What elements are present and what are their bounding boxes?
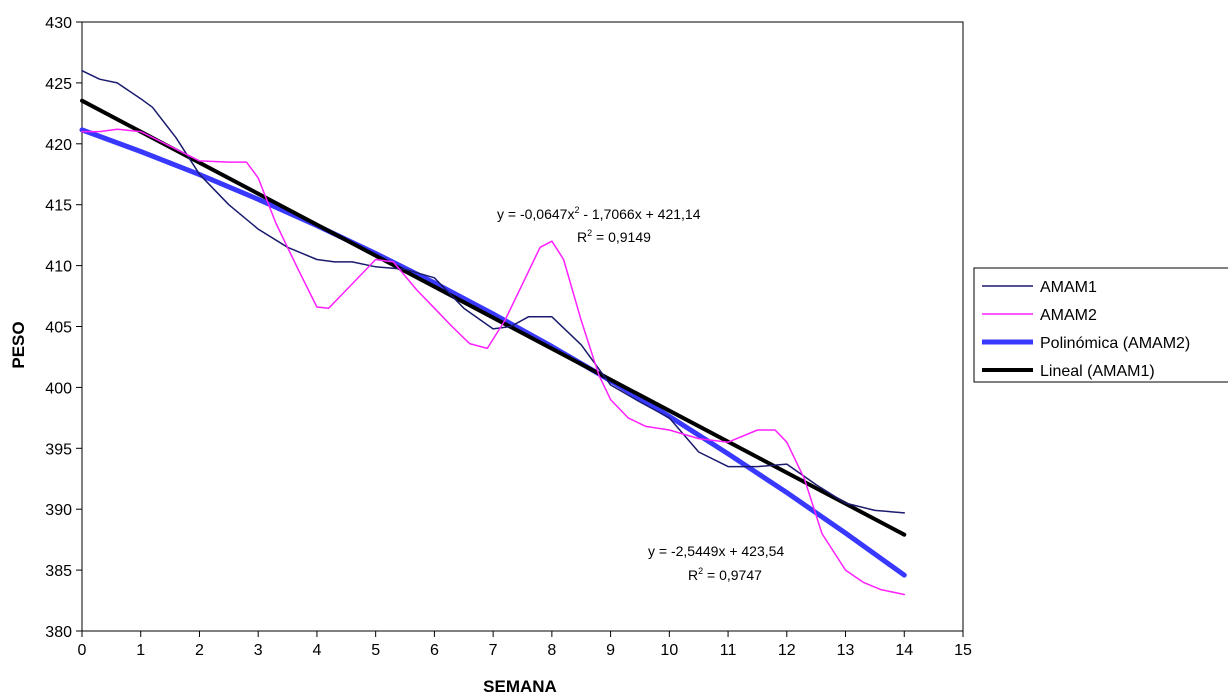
x-axis-title: SEMANA [483,677,557,695]
x-tick-label: 3 [254,642,263,659]
r2a-value: = 0,9149 [592,229,651,245]
legend-box [973,267,1228,383]
r2a-sup: 2 [587,228,592,238]
r2-linear: R2 = 0,9747 [688,566,762,583]
r2b-value: = 0,9747 [703,567,762,583]
x-tick-label: 1 [136,642,145,659]
x-tick-label: 15 [954,642,972,659]
y-tick-label: 430 [45,15,72,32]
x-tick-label: 8 [547,642,556,659]
x-tick-label: 9 [606,642,615,659]
legend: AMAM1 AMAM2 Polinómica (AMAM2) Lineal (AMAM… [973,267,1228,383]
x-tick-label: 12 [778,642,796,659]
plot-area [81,21,964,632]
series-line-4 [80,98,907,537]
x-tick-label: 13 [837,642,855,659]
y-tick-label: 415 [45,198,72,215]
x-tick-label: 6 [430,642,439,659]
series-line-1 [81,69,906,514]
r2b-label: R [688,567,698,583]
legend-label: AMAM2 [1040,307,1097,324]
x-tick-label: 14 [895,642,913,659]
y-tick-label: 380 [45,624,72,641]
equation-linear: y = -2,5449x + 423,54 [648,543,784,559]
y-tick-label: 410 [45,259,72,276]
x-tick-label: 7 [489,642,498,659]
x-tick-label: 5 [371,642,380,659]
x-tick-label: 0 [78,642,87,659]
y-tick-label: 385 [45,563,72,580]
legend-label: Lineal (AMAM1) [1040,363,1155,380]
series-layer [79,69,907,596]
r2-polynomial: R2 = 0,9149 [577,228,651,245]
x-tick-label: 2 [195,642,204,659]
eq1-part-b: - 1,7066x + 421,14 [579,206,700,222]
y-tick-label: 400 [45,380,72,397]
x-axis: 0 1 2 3 4 5 6 7 8 9 10 11 12 13 14 15 [78,631,972,659]
eq1-sup: 2 [574,205,579,215]
r2b-sup: 2 [698,566,703,576]
y-tick-label: 425 [45,76,72,93]
y-tick-label: 420 [45,137,72,154]
x-tick-label: 10 [660,642,678,659]
legend-label: Polinómica (AMAM2) [1040,335,1190,352]
y-tick-label: 395 [45,441,72,458]
y-axis: 380 385 390 395 400 405 410 415 420 425 430 [45,15,82,641]
equation-polynomial: y = -0,0647x2 - 1,7066x + 421,14 [497,205,701,222]
legend-label: AMAM1 [1040,279,1097,296]
r2a-label: R [577,229,587,245]
y-axis-title: PESO [9,321,28,368]
eq1-part-a: y = -0,0647x [497,206,574,222]
series-line-3 [79,127,907,578]
plot-border [81,21,964,632]
y-tick-label: 390 [45,502,72,519]
y-tick-label: 405 [45,320,72,337]
x-tick-label: 11 [720,642,737,659]
x-tick-label: 4 [312,642,321,659]
series-line-2 [81,128,906,596]
